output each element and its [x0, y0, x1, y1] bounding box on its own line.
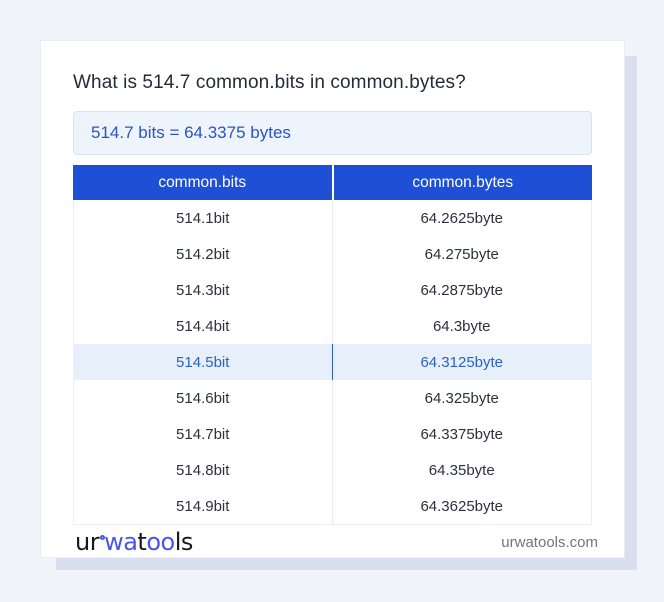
logo-ring-icon [100, 535, 106, 540]
bytes-cell: 64.35byte [428, 461, 495, 479]
table-body: 514.1bit 64.2625byte 514.2bit 64.275byte 514… [73, 200, 592, 525]
bytes-cell: 64.2625byte [420, 209, 504, 227]
page-title: What is 514.7 common.bits in common.byte… [73, 72, 466, 93]
bits-cell: 514.5bit [74, 344, 333, 380]
conversion-result-box: 514.7 bits = 64.3375 bytes [73, 111, 592, 155]
logo-part-t: t [137, 528, 147, 556]
site-domain: urwatools.com [501, 533, 598, 551]
column-header-bytes: common.bytes [333, 165, 592, 200]
bits-cell: 514.1bit [74, 200, 333, 236]
table-row[interactable]: 514.6bit 64.325byte [74, 380, 591, 416]
table-row[interactable]: 514.7bit 64.3375byte [74, 416, 591, 452]
bits-cell: 514.7bit [74, 416, 333, 452]
bits-cell: 514.4bit [74, 308, 333, 344]
table-row[interactable]: 514.5bit 64.3125byte [74, 344, 591, 380]
table-row[interactable]: 514.8bit 64.35byte [74, 452, 591, 488]
logo-part-oo: oo [146, 528, 175, 556]
table-row[interactable]: 514.4bit 64.3byte [74, 308, 591, 344]
bytes-cell: 64.275byte [424, 245, 499, 263]
table-row[interactable]: 514.2bit 64.275byte [74, 236, 591, 272]
bytes-cell: 64.3byte [432, 317, 491, 335]
bytes-cell: 64.3375byte [420, 425, 504, 443]
table-header-row: common.bits common.bytes [73, 165, 592, 200]
bits-cell: 514.8bit [74, 452, 333, 488]
table-row[interactable]: 514.9bit 64.3625byte [74, 488, 591, 524]
converter-card: What is 514.7 common.bits in common.byte… [40, 40, 625, 558]
bytes-cell: 64.325byte [424, 389, 499, 407]
table-row[interactable]: 514.1bit 64.2625byte [74, 200, 591, 236]
card-footer: ur watools urwatools.com [75, 525, 598, 559]
logo-part-ur: ur [75, 528, 100, 556]
column-header-bits: common.bits [73, 165, 332, 200]
bits-cell: 514.2bit [74, 236, 333, 272]
urwatools-logo[interactable]: ur watools [75, 530, 193, 554]
logo-part-wa: wa [104, 528, 138, 556]
bits-cell: 514.3bit [74, 272, 333, 308]
bytes-cell: 64.2875byte [420, 281, 504, 299]
bits-cell: 514.9bit [74, 488, 333, 524]
bits-cell: 514.6bit [74, 380, 333, 416]
logo-part-ls: ls [174, 528, 194, 556]
conversion-result-text: 514.7 bits = 64.3375 bytes [91, 123, 291, 142]
table-row[interactable]: 514.3bit 64.2875byte [74, 272, 591, 308]
conversion-table: common.bits common.bytes 514.1bit 64.2625… [73, 165, 592, 525]
bytes-cell: 64.3625byte [420, 497, 504, 515]
bytes-cell: 64.3125byte [420, 353, 504, 371]
